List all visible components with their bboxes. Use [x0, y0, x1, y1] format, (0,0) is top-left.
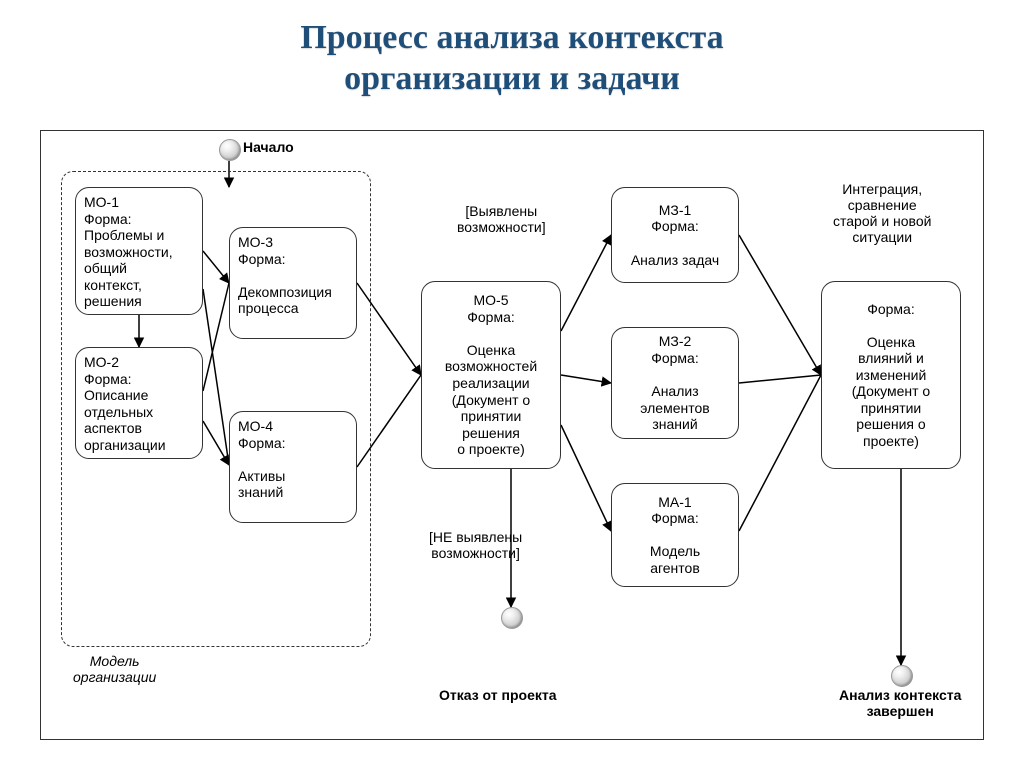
- start-label: Начало: [243, 139, 294, 155]
- reject-terminator: [501, 607, 523, 629]
- diagram-canvas: Начало Отказ от проекта Анализ контекста…: [40, 130, 984, 740]
- title-line2: организации и задачи: [344, 60, 680, 97]
- node-ma1-text: МА-1Форма:Модельагентов: [650, 494, 700, 577]
- reject-label: Отказ от проекта: [439, 687, 557, 703]
- node-mo1-text: МО-1Форма:Проблемы ивозможности,общийкон…: [84, 194, 173, 310]
- node-mo4: МО-4Форма:Активызнаний: [229, 411, 357, 523]
- node-ma1: МА-1Форма:Модельагентов: [611, 483, 739, 587]
- node-mz1-text: МЗ-1Форма:Анализ задач: [631, 202, 719, 268]
- node-final: Форма:Оценкавлияний иизменений(Документ …: [821, 281, 961, 469]
- node-mo5: МО-5Форма:Оценкавозможностейреализации(Д…: [421, 281, 561, 469]
- title-line1: Процесс анализа контекста: [300, 19, 723, 56]
- node-mo3: МО-3Форма:Декомпозицияпроцесса: [229, 227, 357, 339]
- node-mo2: МО-2Форма:Описаниеотдельныхаспектоворган…: [75, 347, 203, 459]
- node-mz1: МЗ-1Форма:Анализ задач: [611, 187, 739, 283]
- integration-annotation: Интеграция,сравнениестарой и новойситуац…: [833, 181, 931, 245]
- condition-notfound-label: [НЕ выявленывозможности]: [429, 529, 522, 561]
- done-terminator: [891, 665, 913, 687]
- node-mz2: МЗ-2Форма:Анализэлементовзнаний: [611, 327, 739, 439]
- condition-found-label: [Выявленывозможности]: [457, 203, 546, 235]
- node-mo3-text: МО-3Форма:Декомпозицияпроцесса: [238, 234, 332, 317]
- done-label: Анализ контекстазавершен: [839, 687, 961, 719]
- start-terminator: [219, 139, 241, 161]
- node-mo5-text: МО-5Форма:Оценкавозможностейреализации(Д…: [430, 292, 552, 457]
- node-mo4-text: МО-4Форма:Активызнаний: [238, 418, 286, 501]
- node-final-text: Форма:Оценкавлияний иизменений(Документ …: [852, 301, 930, 450]
- node-mo2-text: МО-2Форма:Описаниеотдельныхаспектоворган…: [84, 354, 166, 453]
- node-mo1: МО-1Форма:Проблемы ивозможности,общийкон…: [75, 187, 203, 315]
- page-title: Процесс анализа контекста организации и …: [0, 18, 1024, 100]
- node-mz2-text: МЗ-2Форма:Анализэлементовзнаний: [640, 333, 709, 432]
- org-model-group-label: Модельорганизации: [73, 653, 156, 685]
